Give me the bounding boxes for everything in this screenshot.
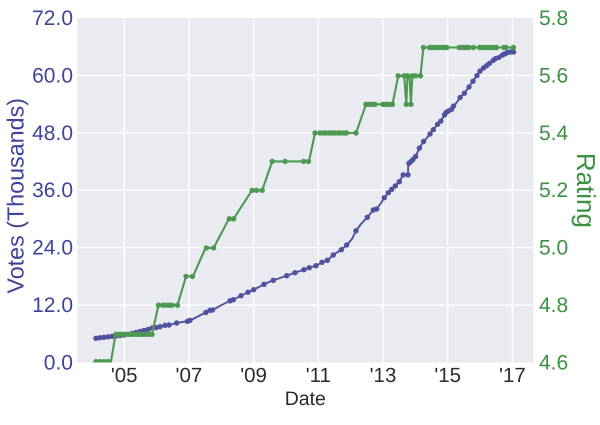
svg-text:24.0: 24.0 bbox=[32, 237, 73, 260]
svg-text:4.6: 4.6 bbox=[539, 352, 568, 375]
svg-text:'09: '09 bbox=[240, 364, 267, 387]
svg-text:'17: '17 bbox=[499, 364, 526, 387]
svg-text:4.8: 4.8 bbox=[539, 294, 568, 317]
svg-text:Rating: Rating bbox=[571, 153, 600, 228]
svg-text:12.0: 12.0 bbox=[32, 294, 73, 317]
svg-text:Date: Date bbox=[285, 388, 326, 410]
svg-text:72.0: 72.0 bbox=[32, 7, 73, 30]
svg-text:5.0: 5.0 bbox=[539, 237, 568, 260]
svg-text:'11: '11 bbox=[306, 364, 331, 387]
svg-text:0.0: 0.0 bbox=[44, 352, 73, 375]
svg-text:'05: '05 bbox=[111, 364, 138, 387]
svg-text:60.0: 60.0 bbox=[32, 64, 73, 87]
svg-text:'07: '07 bbox=[176, 364, 203, 387]
svg-text:5.2: 5.2 bbox=[539, 179, 568, 202]
svg-text:'13: '13 bbox=[370, 364, 397, 387]
svg-text:36.0: 36.0 bbox=[32, 179, 73, 202]
svg-text:5.6: 5.6 bbox=[539, 64, 568, 87]
svg-text:5.4: 5.4 bbox=[539, 122, 569, 145]
svg-text:Votes (Thousands): Votes (Thousands) bbox=[3, 98, 29, 294]
svg-text:'15: '15 bbox=[434, 364, 461, 387]
svg-text:48.0: 48.0 bbox=[32, 122, 73, 145]
svg-text:5.8: 5.8 bbox=[539, 7, 568, 30]
